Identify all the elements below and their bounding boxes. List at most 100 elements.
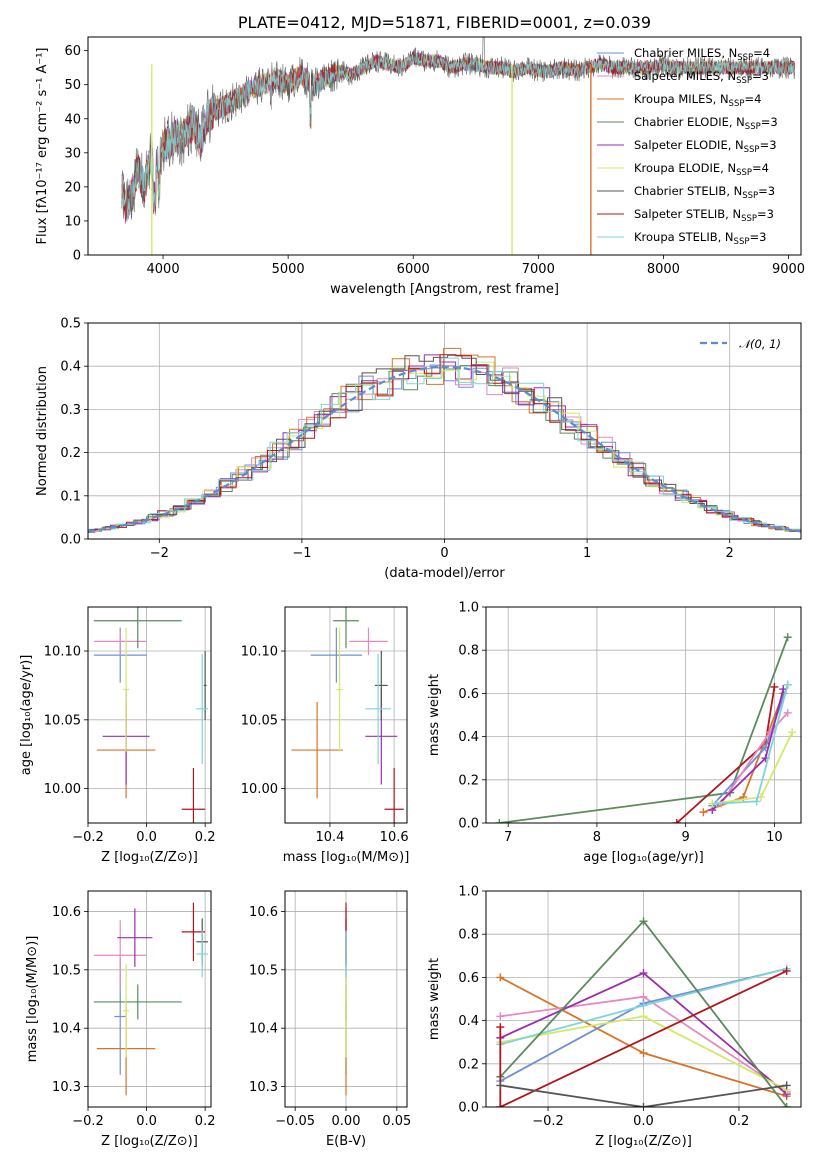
weight-marker xyxy=(782,966,791,975)
x-tick-label: 9 xyxy=(682,830,690,845)
x-tick-label: 0.00 xyxy=(332,1114,361,1129)
y-tick-label: 0.4 xyxy=(60,360,81,375)
error-point-kroupa-stelib xyxy=(196,653,209,764)
legend-entry: Kroupa ELODIE, NSSP=4 xyxy=(634,161,769,178)
legend-entry: Chabrier STELIB, NSSP=3 xyxy=(634,184,775,201)
x-tick-label: 1 xyxy=(583,546,591,561)
y-tick-label: 40 xyxy=(64,112,81,127)
y-tick-label: 0.6 xyxy=(458,687,479,702)
error-point-chabrier-elodie xyxy=(93,607,182,649)
legend-entry-count: =4 xyxy=(744,92,761,106)
x-tick-label: 10.6 xyxy=(380,830,409,845)
x-tick-label: 0.2 xyxy=(195,830,216,845)
legend-entry-count: =3 xyxy=(752,69,769,83)
legend-entry: Chabrier ELODIE, NSSP=3 xyxy=(634,115,778,132)
histogram-kroupa-stelib xyxy=(88,357,801,533)
weight-line-chabrier-miles xyxy=(711,684,789,807)
error-point-salpeter-miles xyxy=(349,627,388,656)
legend-entry-text: Kroupa MILES, N xyxy=(634,92,729,106)
x-tick-label: 0 xyxy=(440,546,448,561)
histograms xyxy=(88,347,801,534)
y-tick-label: 0.2 xyxy=(458,773,479,788)
weight-marker xyxy=(672,819,681,823)
y-tick-label: 10.5 xyxy=(249,963,278,978)
weight-marker xyxy=(639,1001,648,1010)
plot-frame xyxy=(485,606,802,824)
y-tick-label: 10.6 xyxy=(52,905,81,920)
y-axis-label: age [log₁₀(age/yr)] xyxy=(19,655,34,776)
error-point-kroupa-stelib xyxy=(365,653,391,764)
error-point-chabrier-elodie xyxy=(93,984,182,1020)
y-tick-label: 0.0 xyxy=(458,1101,479,1116)
y-tick-label: 0.2 xyxy=(458,1057,479,1072)
weight-marker xyxy=(496,973,505,982)
weight-marker xyxy=(712,799,721,808)
weight-marker xyxy=(783,680,792,689)
error-point-kroupa-elodie xyxy=(123,627,129,752)
y-axis-label: mass [log₁₀(M/M⊙)] xyxy=(25,936,40,1063)
plot-frame xyxy=(87,890,212,1108)
error-point-kroupa-elodie xyxy=(336,627,343,752)
weight-line-salpeter-stelib xyxy=(499,970,788,1107)
weight-marker xyxy=(639,1049,648,1057)
x-axis-label: wavelength [Angstrom, rest frame] xyxy=(330,282,559,297)
weight-marker xyxy=(788,728,797,737)
weight-marker xyxy=(783,708,792,717)
legend-entry: Chabrier MILES, NSSP=4 xyxy=(634,46,770,63)
error-point-salpeter-stelib xyxy=(384,767,404,823)
error-point-chabrier-stelib xyxy=(374,651,388,720)
plot-frame xyxy=(485,890,802,1108)
weight-marker xyxy=(699,808,708,817)
legend-entry-count: =4 xyxy=(752,161,769,175)
y-tick-label: 10.10 xyxy=(44,645,81,660)
error-point-kroupa-stelib xyxy=(196,930,209,978)
legend-entry-text: Salpeter ELODIE, N xyxy=(634,138,744,152)
normal-curve xyxy=(88,365,801,533)
legend-entry-text: Chabrier ELODIE, N xyxy=(634,115,745,129)
legend-entry-sub: SSP xyxy=(736,76,752,86)
error-point-salpeter-stelib xyxy=(181,767,206,823)
weight-marker xyxy=(782,1081,791,1090)
x-tick-label: −1 xyxy=(292,546,311,561)
mass_vs_Z-points xyxy=(93,902,209,1096)
x-tick-label: 0.0 xyxy=(633,1114,654,1129)
spectrum-line-kroupa-stelib xyxy=(121,53,795,222)
y-tick-label: 10.4 xyxy=(249,1022,278,1037)
y-axis-label: mass weight xyxy=(427,958,442,1040)
x-tick-label: 6000 xyxy=(397,262,430,277)
legend-entry-count: =3 xyxy=(761,115,778,129)
error-point-salpeter-stelib xyxy=(181,902,206,962)
mass_vs_Z-axes: −0.2 0.0 0.2 10.3 10.4 10.5 10.6 Z [log₁₀(Z/Z⊙)… xyxy=(25,891,215,1149)
plot-frame xyxy=(284,890,408,1108)
mass_vs_EBV-axes: −0.05 0.00 0.05 10.3 10.4 10.5 10.6 E(B-V) xyxy=(249,891,411,1149)
x-tick-label: −0.2 xyxy=(72,1114,104,1129)
x-tick-label: 2 xyxy=(726,546,734,561)
x-tick-label: −0.05 xyxy=(275,1114,315,1129)
legend-entry-sub: SSP xyxy=(741,214,757,224)
legend-entry-count: =3 xyxy=(749,230,766,244)
weight-marker xyxy=(639,969,648,978)
x-axis-label: (data-model)/error xyxy=(384,566,505,581)
y-tick-label: 10.00 xyxy=(241,782,278,797)
age_vs_mass-axes: 10.4 10.6 10.00 10.05 10.10 mass [log₁₀(M/M⊙)… xyxy=(241,607,409,865)
x-tick-label: −0.2 xyxy=(72,830,104,845)
legend-entry-sub: SSP xyxy=(729,99,745,109)
x-tick-label: −0.2 xyxy=(532,1114,564,1129)
x-tick-label: −2 xyxy=(150,546,169,561)
weight-marker xyxy=(496,1081,505,1090)
x-axis-label: age [log₁₀(age/yr)] xyxy=(583,850,704,865)
error-point-chabrier-elodie xyxy=(333,607,359,649)
y-tick-label: 1.0 xyxy=(458,601,479,616)
y-tick-label: 10.5 xyxy=(52,963,81,978)
y-tick-label: 10.6 xyxy=(249,905,278,920)
legend-entry: Salpeter ELODIE, NSSP=3 xyxy=(634,138,777,155)
y-tick-label: 0 xyxy=(73,249,81,264)
y-tick-label: 0.1 xyxy=(60,489,81,504)
legend-entry-text: Chabrier STELIB, N xyxy=(634,184,742,198)
y-tick-label: 10.3 xyxy=(52,1080,81,1095)
age_vs_mass-points xyxy=(291,607,404,823)
legend-entry: Kroupa STELIB, NSSP=3 xyxy=(634,230,766,247)
error-point-chabrier-miles xyxy=(310,627,363,683)
y-tick-label: 10.05 xyxy=(44,713,81,728)
